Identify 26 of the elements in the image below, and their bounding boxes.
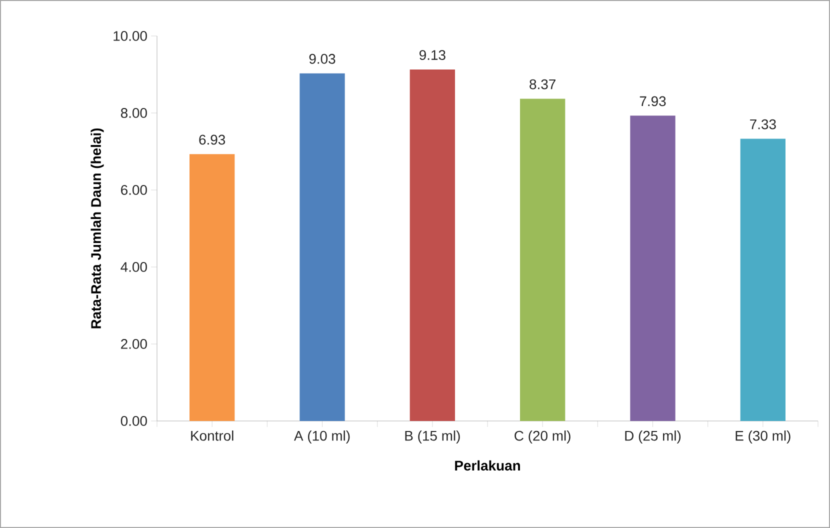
y-axis-title: Rata-Rata Jumlah Daun (helai) [90,128,104,328]
y-tick-label: 0.00 [120,416,147,426]
y-tick-label: 8.00 [120,108,147,118]
bar [520,98,566,421]
data-label: 9.03 [309,54,336,64]
x-tick-label: Kontrol [191,430,234,441]
bar [300,73,345,421]
data-label: 8.37 [530,79,556,90]
y-tick-label: 2.00 [121,339,147,349]
y-tick-label: 6.00 [121,185,147,195]
bar [740,138,786,421]
y-tick-label: 10.00 [114,31,147,41]
x-tick-label: B (15 ml) [405,430,460,444]
bar [630,116,676,421]
x-tick-label: A (10 ml) [294,430,350,444]
data-label: 9.13 [420,50,446,60]
data-label: 6.93 [199,134,226,145]
data-label: 7.93 [640,96,666,106]
x-tick-label: E (30 ml) [736,430,790,444]
data-label: 7.33 [750,119,776,130]
x-tick-label: D (25 ml) [625,430,681,444]
bar [190,154,235,421]
y-tick-label: 4.00 [120,262,147,272]
x-axis-title: Perlakuan [455,460,520,471]
x-tick-label: C (20 ml) [514,430,570,444]
bar [410,69,456,421]
